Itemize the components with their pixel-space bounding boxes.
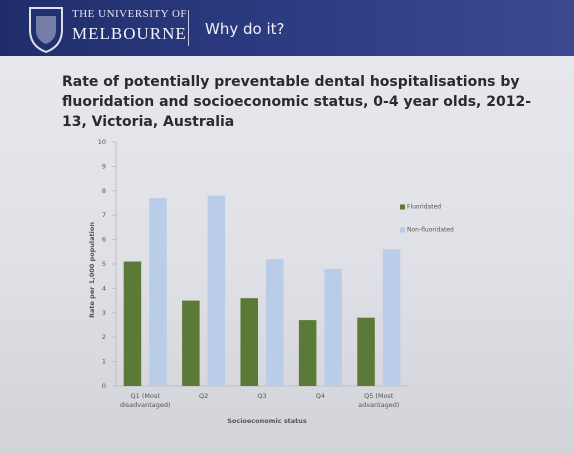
bar <box>123 261 142 386</box>
bar <box>182 300 200 386</box>
x-tick-label: Q4 <box>315 392 326 400</box>
bar <box>149 198 167 386</box>
header: THE UNIVERSITY OF MELBOURNE Why do it? <box>0 0 574 56</box>
bar <box>324 268 342 386</box>
bar <box>266 259 284 386</box>
y-tick-label: 9 <box>102 162 106 170</box>
legend-swatch <box>400 227 405 233</box>
x-tick-label: Q2 <box>198 392 209 400</box>
bar <box>240 298 258 386</box>
chart-title: Rate of potentially preventable dental h… <box>62 74 532 130</box>
x-tick-label: Q1 (Most disadvantaged) <box>119 392 171 409</box>
legend-label: Non-fluoridated <box>407 227 454 234</box>
y-tick-label: 3 <box>102 309 106 317</box>
x-axis-label: Socioeconomic status <box>227 417 307 425</box>
bar <box>357 317 375 386</box>
x-tick-label: Q5 (Most advantaged) <box>358 392 400 409</box>
bar <box>207 195 226 386</box>
legend-swatch <box>400 204 405 210</box>
divider <box>188 10 189 46</box>
bar <box>298 320 317 386</box>
y-tick-label: 6 <box>102 236 106 244</box>
y-axis-label: Rate per 1,000 population <box>88 222 96 318</box>
university-name: MELBOURNE <box>72 24 187 43</box>
y-tick-label: 2 <box>102 333 106 341</box>
y-tick-label: 10 <box>98 138 106 146</box>
y-tick-label: 4 <box>102 284 106 292</box>
y-tick-label: 1 <box>102 358 106 366</box>
bar <box>382 249 401 386</box>
y-tick-label: 5 <box>102 260 106 268</box>
y-tick-label: 8 <box>102 187 106 195</box>
university-line: THE UNIVERSITY OF <box>72 8 188 20</box>
logo <box>29 7 63 54</box>
x-tick-label: Q3 <box>257 392 267 400</box>
y-tick-label: 0 <box>102 382 106 390</box>
slide-heading: Why do it? <box>205 20 285 38</box>
y-tick-label: 7 <box>102 211 106 219</box>
legend-label: Fluoridated <box>407 204 441 211</box>
